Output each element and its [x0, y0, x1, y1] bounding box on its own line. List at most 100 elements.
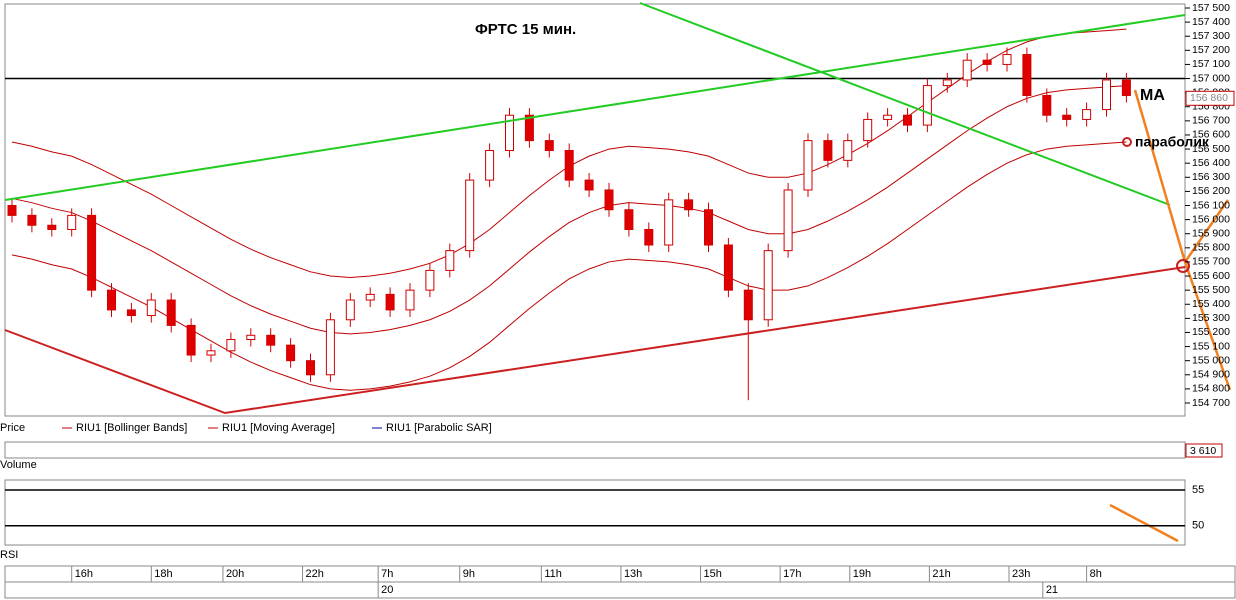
legend-label: RIU1 [Parabolic SAR]: [386, 422, 492, 434]
candle-body: [763, 250, 773, 321]
y-tick-label: 155 600: [1192, 270, 1230, 282]
candle-body: [1042, 94, 1052, 116]
legend-label: RIU1 [Bollinger Bands]: [76, 422, 187, 434]
y-tick-label: 156 200: [1192, 185, 1230, 197]
candle-body: [246, 334, 256, 341]
annotation: MA: [1140, 87, 1165, 104]
candle-body: [962, 59, 972, 81]
y-tick-label: 154 700: [1192, 397, 1230, 409]
x-tick-label: 20h: [226, 568, 244, 580]
x-tick-label: 7h: [381, 568, 393, 580]
x-tick-label: 13h: [624, 568, 642, 580]
y-tick-label: 155 700: [1192, 256, 1230, 268]
x-tick-label: 15h: [704, 568, 722, 580]
candle-body: [445, 250, 455, 271]
date-label: 20: [381, 584, 393, 596]
candle-body: [385, 293, 395, 311]
candle-body: [67, 214, 77, 230]
x-tick-label: 19h: [853, 568, 871, 580]
candle-body: [564, 149, 574, 181]
candle-body: [1082, 109, 1092, 120]
y-tick-label: 155 900: [1192, 227, 1230, 239]
candle-body: [206, 350, 216, 356]
x-tick-label: 9h: [463, 568, 475, 580]
y-tick-label: 156 300: [1192, 171, 1230, 183]
candle-body: [723, 244, 733, 291]
price-box: [1185, 90, 1235, 106]
candle-body: [624, 209, 634, 230]
y-tick-label: 156 000: [1192, 213, 1230, 225]
candle-body: [87, 214, 97, 291]
x-tick-label: 23h: [1012, 568, 1030, 580]
candle-body: [704, 209, 713, 246]
candle-body: [146, 299, 156, 317]
rsi-tick-label: 55: [1192, 484, 1204, 496]
forecast-arrow: [1183, 199, 1230, 263]
y-tick-label: 155 500: [1192, 284, 1230, 296]
candle-body: [7, 205, 17, 216]
volume-pane: [4, 441, 1186, 459]
candle-body: [664, 199, 674, 246]
x-tick-label: 22h: [306, 568, 324, 580]
candle-body: [1002, 54, 1012, 65]
candle-body: [226, 339, 236, 352]
candle-body: [425, 269, 435, 291]
candle-body: [266, 334, 276, 346]
candle-body: [604, 189, 614, 211]
candle-body: [1062, 114, 1072, 120]
marker: [1176, 259, 1190, 273]
trend-line: [639, 2, 1171, 206]
candle-body: [903, 114, 912, 126]
candle-body: [743, 289, 753, 321]
marker: [1122, 137, 1132, 147]
y-tick-label: 155 000: [1192, 354, 1230, 366]
y-tick-label: 155 100: [1192, 340, 1230, 352]
x-tick-label: 8h: [1090, 568, 1102, 580]
candle-body: [803, 140, 813, 191]
y-tick-label: 155 200: [1192, 326, 1230, 338]
y-tick-label: 155 300: [1192, 312, 1230, 324]
x-tick-label: 16h: [75, 568, 93, 580]
y-tick-label: 156 400: [1192, 157, 1230, 169]
candle-body: [644, 228, 654, 246]
candle-body: [166, 299, 176, 326]
candle-body: [863, 118, 873, 142]
candle-body: [485, 149, 495, 181]
y-tick-label: 156 700: [1192, 115, 1230, 127]
candle-body: [843, 140, 853, 161]
candle-body: [823, 140, 833, 161]
y-tick-label: 157 100: [1192, 58, 1230, 70]
annotation: параболик: [1135, 134, 1210, 150]
candle-body: [126, 309, 136, 317]
x-tick-label: 18h: [154, 568, 172, 580]
candle-body: [544, 140, 554, 151]
candle-body: [783, 189, 793, 252]
candle-body: [345, 299, 355, 321]
y-tick-label: 157 500: [1192, 2, 1230, 14]
candle-body: [942, 79, 952, 87]
candle-body: [286, 344, 296, 362]
candle-body: [883, 114, 893, 120]
x-tick-label: 17h: [783, 568, 801, 580]
marks: [5, 28, 1185, 401]
legend-label: Price: [0, 422, 25, 434]
candle-body: [584, 179, 594, 191]
y-tick-label: 157 300: [1192, 30, 1230, 42]
pane-label: RSI: [0, 549, 18, 561]
indicator-line: [11, 85, 1127, 335]
candle-body: [186, 324, 196, 356]
y-tick-label: 155 400: [1192, 298, 1230, 310]
volume-label: 3 610: [1190, 445, 1216, 457]
candle-body: [524, 114, 534, 142]
candle-body: [27, 214, 37, 226]
candle-body: [325, 319, 335, 376]
y-tick-label: 157 000: [1192, 72, 1230, 84]
candle-body: [365, 293, 375, 301]
x-tick-label: 11h: [544, 568, 562, 580]
price-pane: [4, 3, 1186, 417]
date-label: 21: [1046, 584, 1058, 596]
candle-body: [306, 360, 315, 376]
chart-title: ФРТС 15 мин.: [475, 21, 576, 38]
